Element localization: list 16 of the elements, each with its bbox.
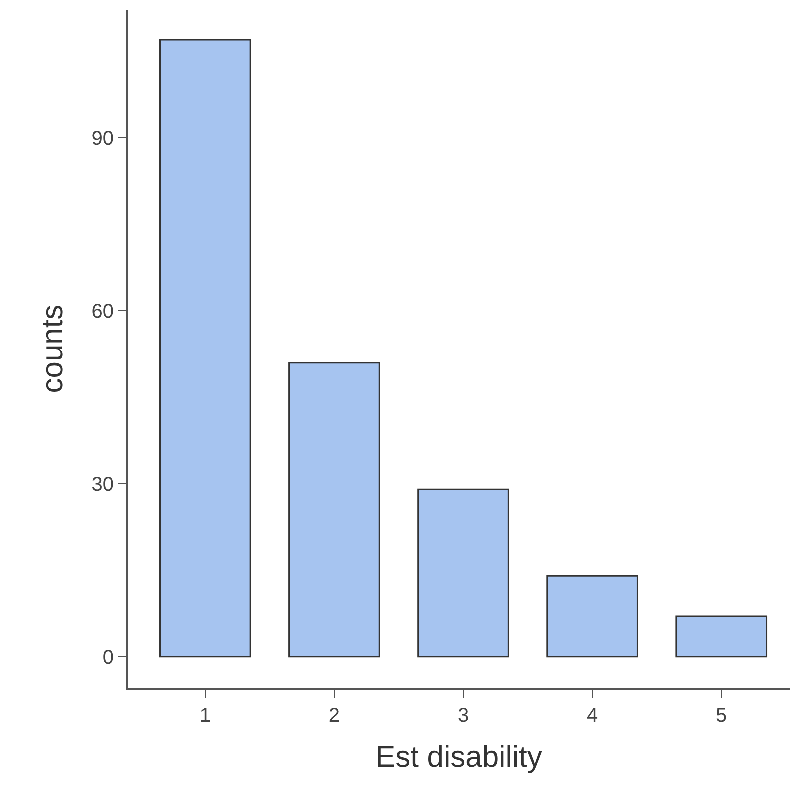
x-tick-label: 1 bbox=[200, 705, 211, 727]
x-tick-label: 5 bbox=[716, 705, 728, 727]
x-tick-label: 3 bbox=[458, 705, 470, 727]
bar bbox=[676, 616, 768, 658]
y-tick-label: 90 bbox=[92, 128, 114, 150]
x-tick-label: 2 bbox=[328, 705, 340, 727]
bar bbox=[418, 488, 510, 658]
y-tick-label: 0 bbox=[102, 646, 114, 669]
bar bbox=[160, 39, 252, 658]
y-axis-title: counts bbox=[36, 304, 70, 394]
y-tick-label: 30 bbox=[92, 474, 114, 496]
x-axis-title: Est disability bbox=[376, 741, 542, 774]
bar bbox=[546, 575, 638, 658]
x-tick-label: 4 bbox=[586, 705, 598, 727]
y-tick-label: 60 bbox=[92, 300, 114, 323]
bar bbox=[288, 362, 380, 658]
